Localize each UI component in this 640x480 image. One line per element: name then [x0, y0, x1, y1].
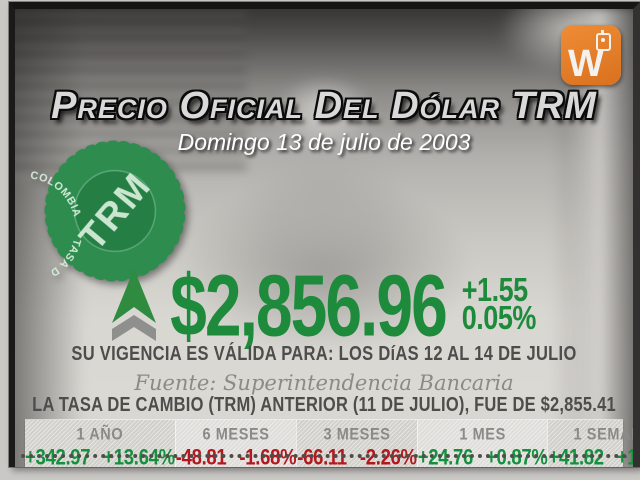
brand-logo-letter: W: [568, 43, 604, 85]
poster-content: W Precio Oficial Del Dólar TRM Domingo 1…: [15, 9, 633, 467]
price-change-percent: 0.05%: [461, 299, 537, 337]
period-change-table: 1 AÑO +342.97 +13.64% 6 MESES -48.81 -1.…: [25, 420, 633, 467]
table-column-3-meses: 3 MESES -66.11 -2.26%: [296, 420, 417, 467]
validity-note: SU VIGENCIA ES VÁLIDA PARA: LOS DíAS 12 …: [71, 342, 577, 365]
price-row: $2,856.96 +1.55 0.05%: [15, 256, 633, 354]
brand-logo: W: [561, 25, 621, 85]
price-change-absolute: +1.55: [461, 272, 528, 309]
price-change: +1.55 0.05%: [461, 272, 537, 335]
column-header: 1 MES: [459, 425, 506, 444]
column-header: 6 MESES: [202, 425, 270, 444]
table-column-1-semana: 1 SEMANA +41.82 +1.49%: [547, 420, 634, 467]
table-column-1-mes: 1 MES +24.76 +0.87%: [416, 420, 548, 467]
camera-icon: [596, 30, 611, 51]
table-column-1-ano: 1 AÑO +342.97 +13.64%: [25, 420, 175, 467]
trend-up-arrow-icon: [112, 269, 157, 341]
table-column-6-meses: 6 MESES -48.81 -1.68%: [174, 420, 297, 467]
torn-paper-edge: [21, 454, 627, 458]
page-title: Precio Oficial Del Dólar TRM: [51, 85, 597, 127]
previous-rate-note: LA TASA DE CAMBIO (TRM) ANTERIOR (11 DE …: [32, 393, 616, 416]
paper-edge-background: [565, 9, 633, 467]
column-header: 1 AÑO: [76, 425, 124, 444]
source-note: Fuente: Superintendencia Bancaria: [134, 371, 514, 395]
poster-frame: W Precio Oficial Del Dólar TRM Domingo 1…: [9, 2, 640, 467]
column-header: 1 SEMANA: [573, 425, 634, 444]
trm-price-value: $2,856.96: [170, 256, 448, 354]
trm-official-seal: TASA DE CAMBIO OFICIAL DEL DOLAR COLOMBI…: [15, 121, 206, 301]
date-subtitle: Domingo 13 de julio de 2003: [177, 129, 471, 155]
column-header: 3 MESES: [323, 425, 391, 444]
